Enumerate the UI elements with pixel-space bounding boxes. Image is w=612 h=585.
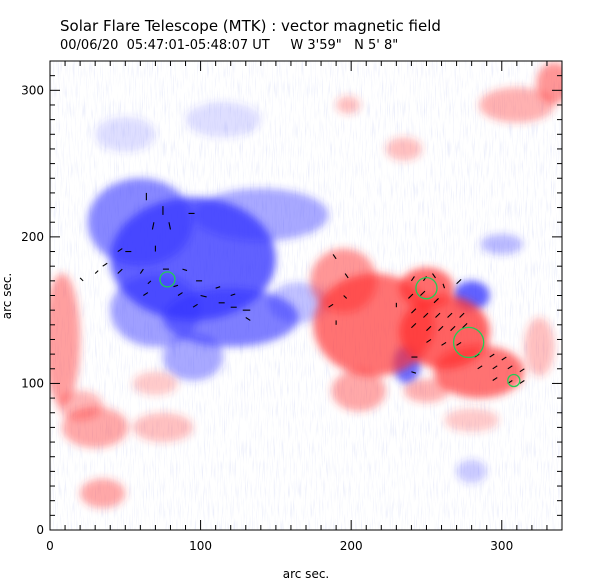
y-tick-label: 300 (21, 83, 44, 97)
positive-polarity-region (331, 370, 386, 412)
negative-polarity-region (95, 116, 156, 152)
field-vector (423, 312, 429, 318)
field-vector (441, 341, 447, 346)
positive-polarity-region (434, 345, 525, 399)
field-vector (230, 293, 236, 297)
field-vector (332, 254, 337, 260)
contour-layer (159, 271, 521, 388)
field-vector (117, 248, 123, 252)
field-vector (507, 365, 513, 370)
axis-ticks: 0 100 200 300 0 100 200 300 (21, 60, 563, 553)
contour-line (452, 326, 485, 359)
x-tick-label: 0 (46, 539, 54, 553)
field-vector (447, 312, 453, 318)
x-tick-label: 300 (490, 539, 513, 553)
positive-polarity-region (57, 390, 103, 421)
field-vector (245, 317, 251, 321)
x-axis-label: arc sec. (283, 567, 329, 581)
contour-line (415, 276, 438, 300)
y-axis-label: arc sec. (0, 273, 14, 319)
positive-polarity-region (444, 408, 499, 432)
x-tick-label: 200 (340, 539, 363, 553)
field-vector (343, 295, 348, 299)
positive-polarity-region (385, 137, 422, 161)
field-vector (426, 339, 432, 343)
field-vector (519, 380, 525, 384)
field-vector (501, 356, 507, 361)
field-vector (435, 312, 441, 318)
field-vector (442, 283, 446, 289)
field-vector (344, 273, 349, 279)
field-vector (492, 365, 498, 370)
field-vector (420, 290, 426, 296)
positive-polarity-region (479, 87, 555, 123)
positive-polarity-region (80, 478, 126, 509)
positive-polarity-region (50, 273, 81, 406)
positive-polarity-region (310, 248, 377, 314)
field-vector (489, 353, 495, 358)
positive-polarity-region (403, 379, 450, 403)
field-vector (432, 273, 436, 279)
field-vector (459, 312, 465, 318)
negative-polarity-region (480, 233, 523, 255)
y-tick-label: 200 (21, 230, 44, 244)
field-vector (519, 368, 525, 373)
field-vector (328, 303, 334, 308)
field-vector (200, 294, 207, 298)
negative-polarity-region (193, 188, 329, 242)
observation-info: 00/06/20 05:47:01-05:48:07 UT W 3'59" N … (60, 38, 398, 53)
field-vector (411, 308, 417, 314)
field-vector (426, 325, 432, 332)
positive-polarity-region (132, 371, 178, 396)
field-vector (79, 277, 84, 282)
positive-polarity-region (524, 317, 555, 377)
field-vector (117, 268, 123, 274)
contour-line (507, 373, 521, 388)
x-tick-label: 100 (189, 539, 212, 553)
field-vector (411, 371, 417, 374)
field-vector (168, 222, 172, 230)
field-vector (94, 270, 99, 274)
field-vector (139, 268, 144, 274)
magnetogram-image (50, 61, 562, 530)
field-vector (102, 262, 108, 267)
negative-polarity-region (162, 333, 224, 381)
field-vector (147, 280, 152, 285)
field-vector (456, 278, 462, 285)
negative-polarity-region (87, 178, 194, 267)
positive-polarity-region (536, 62, 562, 104)
transverse-field-vectors (79, 192, 525, 384)
field-vector (462, 322, 468, 329)
field-vector (410, 276, 415, 282)
field-vector (192, 303, 198, 308)
field-vector (492, 377, 498, 381)
figure-title: Solar Flare Telescope (MTK) : vector mag… (60, 17, 441, 35)
negative-polarity-region (456, 459, 487, 484)
field-vector (411, 322, 417, 329)
y-tick-label: 0 (36, 523, 44, 537)
field-vector (215, 286, 221, 289)
field-vector (433, 298, 439, 304)
negative-polarity-region (110, 273, 201, 347)
field-vector (456, 341, 462, 346)
field-vector (143, 292, 149, 296)
field-vector (477, 365, 483, 370)
field-vector (151, 222, 155, 230)
field-vector (177, 292, 183, 296)
field-vector (438, 325, 444, 332)
field-vector (450, 325, 456, 332)
field-vector (182, 268, 188, 272)
negative-polarity-layer (87, 102, 523, 484)
field-vector (173, 284, 179, 288)
y-tick-label: 100 (21, 376, 44, 390)
negative-polarity-region (185, 102, 261, 138)
contour-line (159, 271, 176, 288)
positive-polarity-region (336, 96, 361, 114)
field-vector (408, 293, 414, 299)
positive-polarity-layer (50, 62, 562, 509)
positive-polarity-region (399, 267, 454, 309)
positive-polarity-region (132, 412, 194, 443)
